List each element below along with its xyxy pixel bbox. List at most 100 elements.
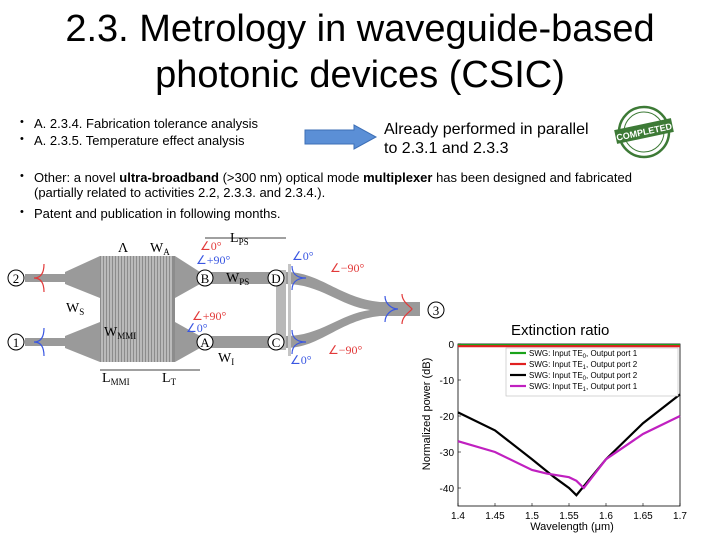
mode-converter <box>276 270 286 350</box>
label-main: L <box>230 231 239 246</box>
extinction-ratio-chart: Normalized power (dB) Wavelength (μm) 1.… <box>412 330 712 541</box>
mode-profile <box>291 329 307 355</box>
label-sub: A <box>163 247 170 257</box>
phase-shifter-lower <box>200 336 276 348</box>
label-lmmi: LMMI <box>102 371 130 386</box>
label-wps: WPS <box>226 271 249 287</box>
y-tick-label: -20 <box>440 412 455 423</box>
combiner <box>286 272 420 348</box>
chart-ylabel: Normalized power (dB) <box>421 358 433 470</box>
mode-profile <box>291 265 307 291</box>
input-waveguide-1 <box>25 338 65 346</box>
port-2-marker <box>7 269 25 287</box>
legend-entry: SWG: Input TE0, Output port 1 <box>529 349 638 360</box>
bullet-text-part: Other: a novel <box>34 170 120 185</box>
legend-box <box>505 347 679 397</box>
title-line-1: 2.3. Metrology in waveguide-based <box>65 8 655 50</box>
bullet-dot: • <box>20 206 24 218</box>
bullet-text-part: (>300 nm) optical mode <box>218 170 364 185</box>
label-sub: S <box>79 307 84 317</box>
node-c-label: C <box>272 335 281 350</box>
x-tick-label: 1.45 <box>485 511 505 522</box>
y-tick-label: 0 <box>448 340 454 351</box>
label-wi: WI <box>218 351 234 367</box>
label-sub: MMI <box>117 331 136 341</box>
bullet-bold: multiplexer <box>363 170 433 185</box>
slide-title: 2.3. Metrology in waveguide-based photon… <box>0 6 720 98</box>
extinction-ratio-label: Extinction ratio <box>511 322 610 339</box>
port-3-marker <box>427 301 445 319</box>
phase-shifter-upper <box>200 272 276 284</box>
node-a-marker <box>196 333 214 351</box>
y-tick-label: -40 <box>440 484 455 495</box>
label-main: W <box>150 241 164 256</box>
node-c-marker <box>267 333 285 351</box>
chart-svg: Normalized power (dB) Wavelength (μm) 1.… <box>421 340 687 533</box>
angle-label-d-red: ∠−90° <box>330 261 365 275</box>
note-line-2: to 2.3.1 and 2.3.3 <box>384 140 509 157</box>
label-sub: PS <box>239 277 249 287</box>
legend-entry: SWG: Input TE1, Output port 2 <box>529 360 638 371</box>
node-b-label: B <box>201 271 210 286</box>
series-line <box>457 393 681 497</box>
node-a-label: A <box>200 335 210 350</box>
bullet-bold: ultra-broadband <box>119 170 219 185</box>
y-tick-label: -10 <box>440 376 455 387</box>
label-main: W <box>104 325 118 340</box>
label-wa: WA <box>150 241 170 257</box>
mode-profile <box>384 295 399 323</box>
port-3-label: 3 <box>433 303 440 318</box>
label-sub: MMI <box>111 377 130 386</box>
title-line-2: photonic devices (CSIC) <box>155 54 565 96</box>
bullet-text: A. 2.3.5. Temperature effect analysis <box>34 133 245 148</box>
label-wmmi: WMMI <box>104 325 136 341</box>
bullet-text: Patent and publication in following mont… <box>34 206 281 221</box>
angle-label-c-red: ∠−90° <box>328 343 363 357</box>
label-main: W <box>226 271 240 286</box>
mode-profile <box>33 327 45 357</box>
angle-label-b-blue: ∠+90° <box>196 253 231 267</box>
label-lambda: Λ <box>118 241 129 256</box>
mode-profile <box>401 293 413 325</box>
series-line <box>457 415 681 490</box>
label-main: L <box>102 371 111 386</box>
legend-entry: SWG: Input TE0, Output port 2 <box>529 371 638 382</box>
bullet-dot: • <box>20 116 24 128</box>
mode-profile <box>33 263 45 293</box>
label-sub: I <box>231 357 234 367</box>
label-sub: T <box>171 377 177 386</box>
legend-entry: SWG: Input TE1, Output port 1 <box>529 382 638 393</box>
x-tick-label: 1.6 <box>599 511 613 522</box>
input-waveguide-2 <box>25 274 65 282</box>
x-tick-label: 1.4 <box>451 511 465 522</box>
label-main: W <box>66 301 80 316</box>
port-1-label: 1 <box>13 335 20 350</box>
chart-xlabel: Wavelength (μm) <box>530 521 614 533</box>
swg-grating <box>101 256 172 362</box>
node-b-marker <box>196 269 214 287</box>
port-1-marker <box>7 333 25 351</box>
x-tick-label: 1.65 <box>633 511 653 522</box>
label-lt: LT <box>162 371 177 386</box>
angle-label-b-red: ∠0° <box>200 239 222 253</box>
bullet-text: A. 2.3.4. Fabrication tolerance analysis <box>34 116 259 131</box>
label-main: L <box>162 371 171 386</box>
node-d-label: D <box>271 271 280 286</box>
right-arrow-icon <box>304 124 378 150</box>
bullet-text-part: (partially related to activities 2.2, 2.… <box>34 185 326 200</box>
x-tick-label: 1.7 <box>673 511 687 522</box>
mode-multiplexer-diagram: 2 1 3 B A D C Λ WA LPS WPS WS WMMI WI LM… <box>7 231 445 386</box>
x-tick-label: 1.55 <box>559 511 579 522</box>
node-d-marker <box>267 269 285 287</box>
angle-label-a-blue: ∠0° <box>186 321 208 335</box>
separator <box>288 264 291 356</box>
x-tick-label: 1.5 <box>525 511 539 522</box>
angle-label-d-blue: ∠0° <box>292 249 314 263</box>
bullet-text: Other: a novel ultra-broadband (>300 nm)… <box>34 170 632 200</box>
completed-stamp-icon: COMPLETED <box>614 105 674 159</box>
label-sub: PS <box>239 237 249 247</box>
bullet-dot: • <box>20 170 24 182</box>
label-ws: WS <box>66 301 84 317</box>
bullet-dot: • <box>20 133 24 145</box>
y-tick-label: -30 <box>440 448 455 459</box>
